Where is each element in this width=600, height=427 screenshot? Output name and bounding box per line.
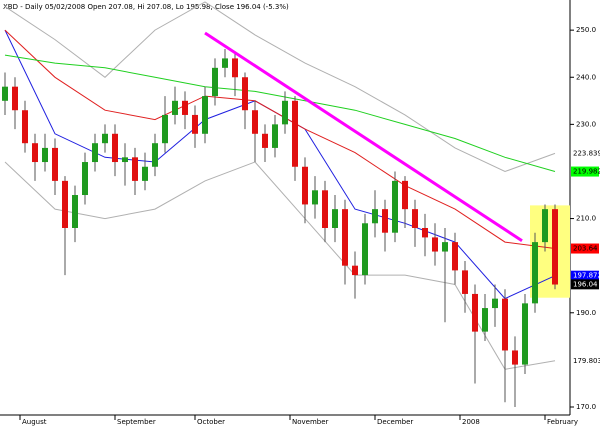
price-label-box xyxy=(571,166,599,177)
candle-body xyxy=(252,110,258,134)
candle-body xyxy=(132,157,138,181)
candle-body xyxy=(2,86,8,101)
x-tick-label: October xyxy=(197,418,225,426)
candle-body xyxy=(52,147,58,181)
candle-body xyxy=(82,162,88,196)
y-tick-label: 170.0 xyxy=(576,403,596,411)
y-tick-label: 240.0 xyxy=(576,73,596,81)
moving-average xyxy=(4,29,556,249)
candle-body xyxy=(372,209,378,224)
x-tick-label: November xyxy=(292,418,329,426)
candle-body xyxy=(152,143,158,167)
candle-body xyxy=(392,180,398,233)
y-tick-label: 250.0 xyxy=(576,26,596,34)
candle-body xyxy=(292,100,298,167)
candle-body xyxy=(442,242,448,252)
price-label: 223.839 xyxy=(573,149,600,157)
candle-body xyxy=(332,209,338,228)
candle-body xyxy=(102,133,108,144)
candle-body xyxy=(112,133,118,163)
candle-body xyxy=(202,96,208,134)
bollinger-band xyxy=(4,161,556,370)
price-label: 179.803 xyxy=(573,357,600,365)
candle-body xyxy=(302,166,308,205)
price-label-box xyxy=(571,279,599,290)
candle-body xyxy=(232,58,238,78)
candle-body xyxy=(552,209,558,285)
candle-body xyxy=(342,209,348,266)
candle-body xyxy=(422,227,428,238)
price-label-box xyxy=(571,270,599,281)
candle-body xyxy=(222,58,228,68)
candle-body xyxy=(262,133,268,148)
candle-body xyxy=(42,147,48,163)
price-label-box xyxy=(571,243,599,254)
candle-body xyxy=(142,166,148,181)
moving-average xyxy=(4,54,556,172)
candle-body xyxy=(272,124,278,148)
candle-body xyxy=(452,242,458,271)
candle-body xyxy=(462,270,468,294)
candle-body xyxy=(352,265,358,276)
candle-body xyxy=(242,77,248,111)
candle-body xyxy=(182,100,188,115)
candle-body xyxy=(482,308,488,332)
x-tick-label: February xyxy=(547,418,578,426)
candle-body xyxy=(322,190,328,228)
x-tick-label: 2008 xyxy=(462,418,480,426)
candle-body xyxy=(122,157,128,163)
candle-body xyxy=(312,190,318,205)
price-label: 203.64 xyxy=(573,245,598,253)
trendline xyxy=(204,31,523,242)
candle-body xyxy=(502,298,508,351)
x-tick-label: December xyxy=(377,418,413,426)
candle-body xyxy=(432,237,438,252)
candle-body xyxy=(402,180,408,210)
candle-body xyxy=(12,86,18,111)
candle-body xyxy=(382,209,388,233)
price-label-box xyxy=(571,148,599,159)
candle-body xyxy=(192,114,198,134)
candle-body xyxy=(282,100,288,125)
y-tick-label: 230.0 xyxy=(576,120,596,128)
price-label: 196.04 xyxy=(573,280,598,288)
x-tick-label: August xyxy=(22,418,47,426)
bollinger-band xyxy=(4,1,556,173)
price-label-box xyxy=(571,355,599,366)
candle-body xyxy=(172,100,178,115)
candle-body xyxy=(472,293,478,332)
price-label: 219.982 xyxy=(573,168,600,176)
candle-body xyxy=(162,114,168,144)
candle-body xyxy=(412,209,418,228)
price-label: 197.872 xyxy=(573,272,600,280)
candle-body xyxy=(532,242,538,304)
y-tick-label: 190.0 xyxy=(576,309,596,317)
candle-body xyxy=(542,209,548,243)
chart-title: XBD - Daily 05/02/2008 Open 207.08, Hi 2… xyxy=(3,3,289,11)
candle-body xyxy=(362,223,368,276)
candle-body xyxy=(62,180,68,228)
candle-body xyxy=(92,143,98,163)
x-tick-label: September xyxy=(117,418,156,426)
y-tick-label: 210.0 xyxy=(576,215,596,223)
candle-body xyxy=(492,298,498,309)
candle-body xyxy=(32,143,38,163)
candle-body xyxy=(512,350,518,365)
candle-body xyxy=(22,110,28,144)
candle-body xyxy=(212,67,218,97)
candle-body xyxy=(522,303,528,365)
candle-body xyxy=(72,195,78,228)
